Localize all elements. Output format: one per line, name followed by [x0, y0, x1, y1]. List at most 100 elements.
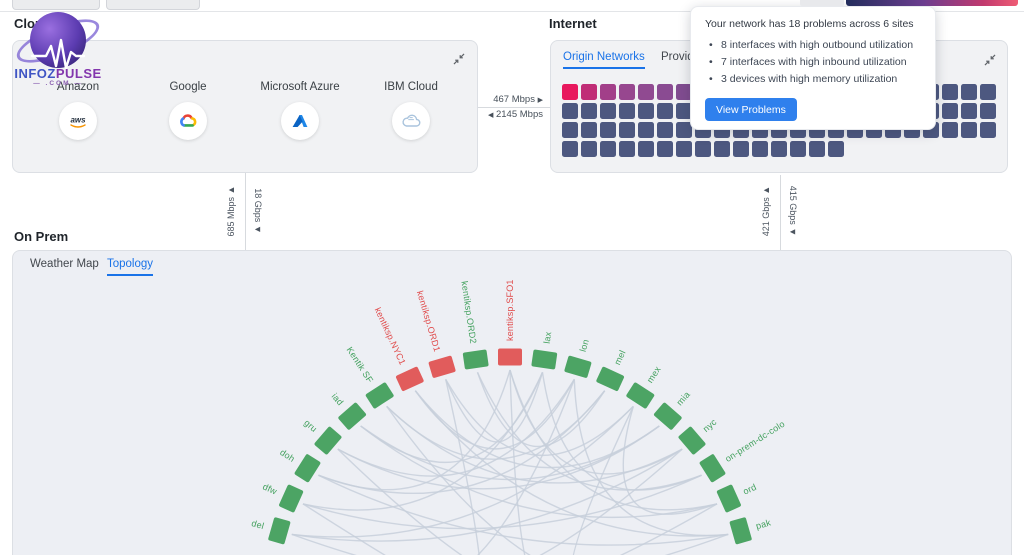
utilization-cell[interactable] [657, 103, 673, 119]
utilization-cell[interactable] [600, 103, 616, 119]
provider-amazon[interactable]: Amazon aws [23, 81, 133, 140]
topology-node[interactable] [531, 349, 558, 370]
topology-node[interactable] [395, 366, 424, 391]
utilization-cell[interactable] [676, 84, 692, 100]
utilization-cell[interactable] [714, 141, 730, 157]
utilization-cell[interactable] [619, 141, 635, 157]
topology-link [291, 448, 683, 542]
topology-link [622, 406, 718, 515]
utilization-cell[interactable] [695, 141, 711, 157]
provider-google[interactable]: Google [133, 81, 243, 140]
utilization-cell[interactable] [581, 103, 597, 119]
utilization-cell[interactable] [942, 103, 958, 119]
topology-node[interactable] [498, 348, 522, 366]
topology-link [291, 533, 357, 555]
utilization-cell[interactable] [752, 141, 768, 157]
topology-node[interactable] [626, 382, 655, 409]
topology-node-label: mex [645, 364, 663, 384]
utilization-cell[interactable] [600, 141, 616, 157]
topology-node[interactable] [268, 517, 291, 545]
utilization-cell[interactable] [676, 141, 692, 157]
topology-node[interactable] [564, 355, 592, 378]
provider-azure[interactable]: Microsoft Azure [245, 81, 355, 140]
topology-link [619, 503, 718, 555]
utilization-cell[interactable] [638, 103, 654, 119]
provider-label: IBM Cloud [384, 81, 438, 93]
utilization-cell[interactable] [638, 84, 654, 100]
left-arrow-icon: ◀ [487, 112, 494, 119]
topology-node[interactable] [428, 355, 456, 378]
topology-node-label: Kentik SF [345, 345, 376, 385]
ibm-cloud-icon [392, 102, 430, 140]
topology-node[interactable] [314, 426, 343, 455]
utilization-cell[interactable] [581, 141, 597, 157]
view-problems-button[interactable]: View Problems [705, 98, 797, 121]
topology-node[interactable] [338, 402, 367, 431]
utilization-cell[interactable] [961, 103, 977, 119]
utilization-cell[interactable] [676, 103, 692, 119]
tab-topology[interactable]: Topology [107, 258, 154, 276]
topology-node[interactable] [462, 349, 489, 370]
utilization-cell[interactable] [961, 84, 977, 100]
utilization-cell[interactable] [980, 84, 996, 100]
utilization-cell[interactable] [562, 84, 578, 100]
topology-node[interactable] [278, 484, 304, 513]
utilization-cell[interactable] [942, 84, 958, 100]
utilization-cell[interactable] [676, 122, 692, 138]
topology-link [360, 425, 660, 481]
cloud-onprem-up-label: 685 Mbps ▲ [226, 185, 236, 237]
topology-node[interactable] [294, 454, 321, 483]
utilization-cell[interactable] [942, 122, 958, 138]
utilization-cell[interactable] [771, 141, 787, 157]
utilization-cell[interactable] [961, 122, 977, 138]
utilization-cell[interactable] [581, 122, 597, 138]
utilization-cell[interactable] [638, 141, 654, 157]
utilization-cell[interactable] [657, 84, 673, 100]
utilization-cell[interactable] [600, 84, 616, 100]
topology-node[interactable] [596, 366, 625, 391]
gradient-cta-bar[interactable] [846, 0, 1018, 6]
topology-node[interactable] [729, 517, 752, 545]
utilization-cell[interactable] [980, 122, 996, 138]
utilization-cell[interactable] [790, 141, 806, 157]
topology-node[interactable] [678, 426, 707, 455]
utilization-cell[interactable] [828, 141, 844, 157]
utilization-cell[interactable] [600, 122, 616, 138]
utilization-cell[interactable] [980, 103, 996, 119]
tab-origin-networks[interactable]: Origin Networks [563, 51, 645, 69]
topology-node[interactable] [716, 484, 741, 513]
utilization-cell[interactable] [733, 141, 749, 157]
utilization-cell[interactable] [657, 141, 673, 157]
popup-title: Your network has 18 problems across 6 si… [705, 18, 914, 30]
topology-node[interactable] [365, 382, 394, 409]
topology-node-label: del [250, 518, 265, 531]
tab-weather-map[interactable]: Weather Map [30, 258, 99, 270]
topology-node-label: on-prem-dc-colo [723, 419, 786, 464]
utilization-cell[interactable] [809, 141, 825, 157]
provider-ibm[interactable]: IBM Cloud [356, 81, 466, 140]
toolbar-control-right[interactable] [106, 0, 200, 10]
utilization-cell[interactable] [619, 103, 635, 119]
topology-link [386, 405, 532, 555]
utilization-cell[interactable] [562, 141, 578, 157]
utilization-cell[interactable] [562, 103, 578, 119]
utilization-cell[interactable] [562, 122, 578, 138]
topology-node[interactable] [653, 402, 682, 431]
topology-link [664, 533, 729, 555]
popup-bullet: • 3 devices with high memory utilization [709, 71, 931, 88]
collapse-icon[interactable] [453, 53, 465, 65]
toolbar-mini-control[interactable] [800, 0, 844, 6]
utilization-cell[interactable] [657, 122, 673, 138]
topology-node-label: kentiksp.NYC1 [373, 306, 408, 367]
utilization-cell[interactable] [581, 84, 597, 100]
topology-link [337, 378, 575, 477]
utilization-cell[interactable] [619, 84, 635, 100]
topology-node-label: doh [278, 447, 297, 464]
topology-node[interactable] [699, 454, 726, 483]
utilization-cell[interactable] [638, 122, 654, 138]
utilization-cell[interactable] [619, 122, 635, 138]
collapse-icon[interactable] [984, 54, 996, 66]
internet-onprem-up-label: 421 Gbps ▲ [761, 185, 771, 237]
toolbar-control-left[interactable] [12, 0, 100, 10]
bullet-dot: • [709, 56, 713, 68]
